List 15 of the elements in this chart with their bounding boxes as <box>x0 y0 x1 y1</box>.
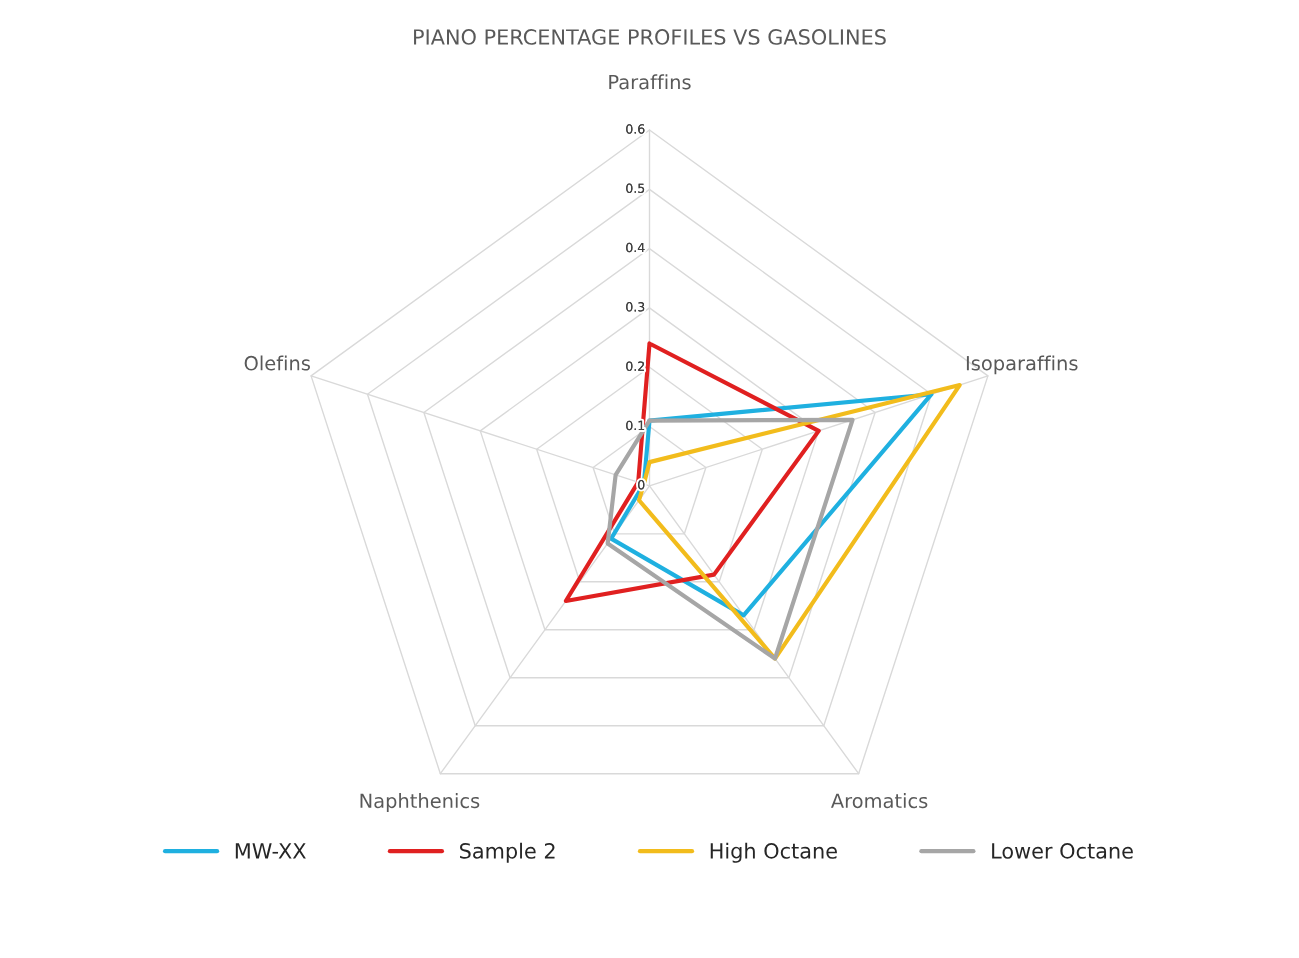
spoke-label: Aromatics <box>830 793 928 809</box>
spoke-label: Olefins <box>244 355 310 371</box>
spoke-label: Paraffins <box>609 74 691 90</box>
legend-label: MW-XX <box>235 843 306 859</box>
y-tick-label: 0.6 <box>626 124 645 134</box>
legend-label: High Octane <box>710 842 837 863</box>
y-tick-label: 0.5 <box>626 183 645 193</box>
y-tick-label: 0.4 <box>626 242 645 253</box>
spoke-label: Naphthenics <box>360 793 480 812</box>
legend-label: Lower Octane <box>992 843 1133 859</box>
chart-title: PIANO PERCENTAGE PROFILES VS GASOLINES <box>414 29 886 45</box>
y-tick-label: 0.3 <box>626 302 645 312</box>
legend-label: Sample 2 <box>460 842 555 863</box>
spoke-label: Isoparaffins <box>966 355 1078 375</box>
y-tick-label: 0.2 <box>626 361 644 371</box>
